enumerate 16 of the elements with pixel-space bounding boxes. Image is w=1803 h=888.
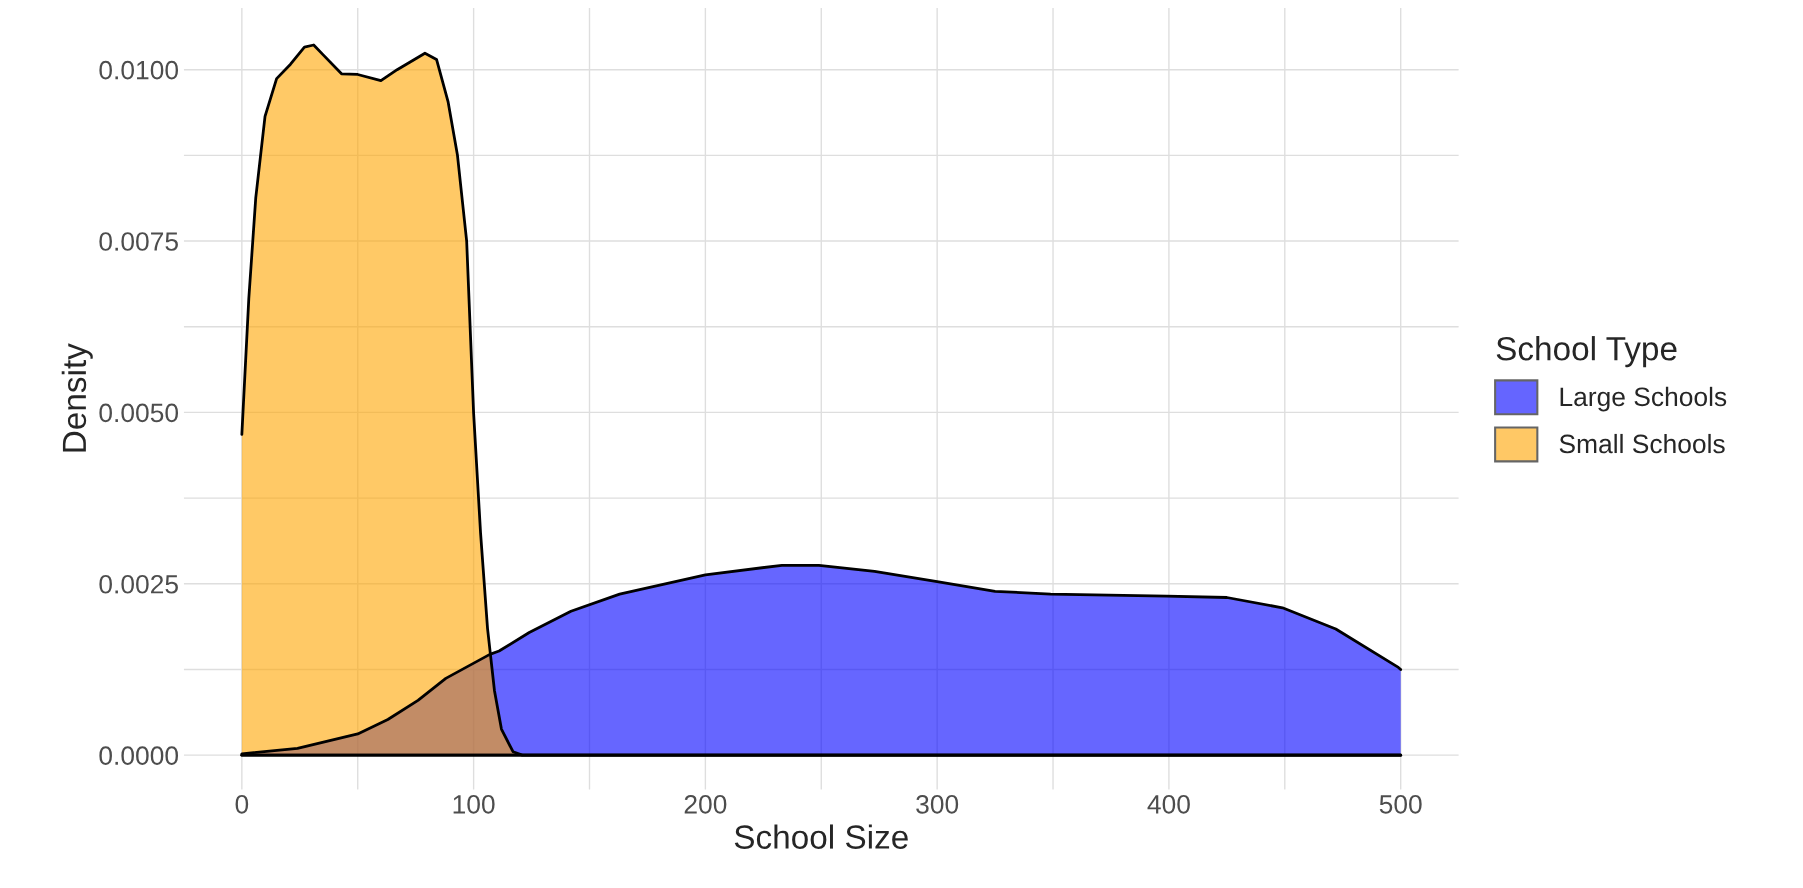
x-tick-label: 400: [1147, 794, 1190, 814]
y-tick-label: 0.0000: [99, 746, 179, 765]
y-axis-title: Density: [61, 343, 93, 452]
y-tick-label: 0.0075: [99, 232, 178, 251]
x-tick-label: 200: [684, 794, 727, 814]
y-tick-label: 0.0025: [99, 574, 178, 594]
legend-label: Small Schools: [1559, 433, 1725, 454]
x-axis-title: School Size: [734, 824, 908, 849]
legend-label: Large Schools: [1560, 386, 1727, 412]
legend-title: School Type: [1496, 336, 1677, 368]
x-tick-label: 300: [916, 794, 959, 814]
x-tick-label: 500: [1379, 794, 1422, 814]
x-tick-label: 100: [453, 794, 495, 814]
y-tick-label: 0.0050: [99, 403, 179, 423]
y-tick-label: 0.0100: [99, 60, 179, 80]
x-tick-label: 0: [235, 794, 249, 814]
